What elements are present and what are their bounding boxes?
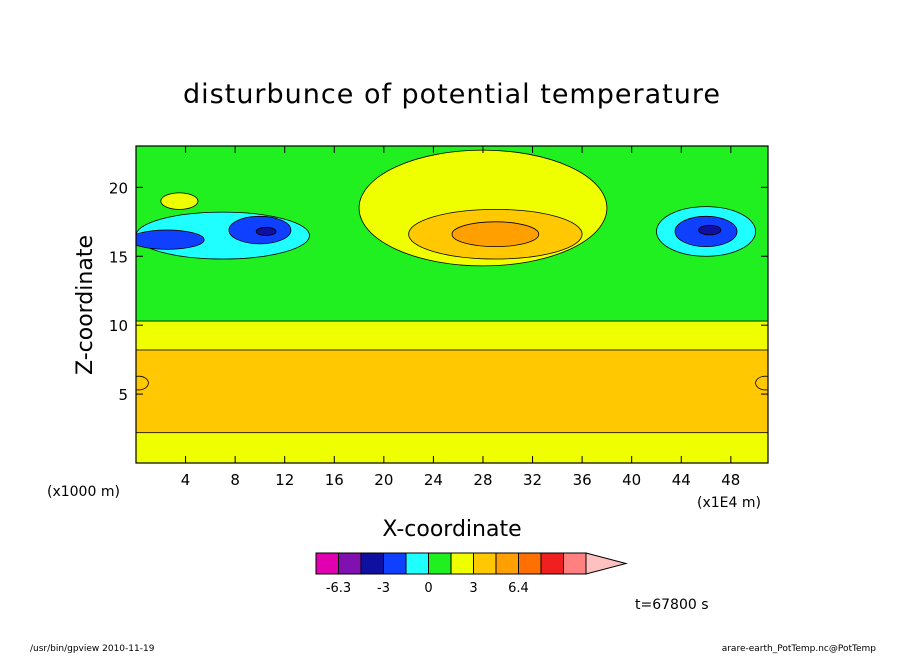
colorbar-label: -3	[377, 581, 390, 596]
contour-region-10	[255, 226, 277, 236]
x-tick-label: 8	[230, 471, 240, 489]
x-tick-label: 24	[424, 471, 443, 489]
y-tick-label: 15	[109, 248, 128, 266]
colorbar-swatch	[360, 552, 384, 575]
x-tick-label: 20	[374, 471, 393, 489]
colorbar-swatch	[383, 552, 407, 575]
contour-region-14	[136, 375, 149, 391]
footer-left: /usr/bin/gpview 2010-11-19	[30, 644, 155, 654]
colorbar-label: 6.4	[508, 581, 529, 596]
colorbar-swatch	[518, 552, 542, 575]
colorbar-swatch	[563, 552, 587, 575]
colorbar-swatch	[540, 552, 564, 575]
x-tick-label: 36	[573, 471, 592, 489]
chart-title: disturbunce of potential temperature	[183, 79, 721, 110]
x-tick-label: 28	[473, 471, 492, 489]
colorbar-swatch	[585, 552, 628, 575]
contour-region-15	[755, 375, 768, 391]
colorbar-swatch	[473, 552, 497, 575]
contour-region-13	[698, 224, 722, 236]
x-tick-label: 44	[672, 471, 691, 489]
y-axis-ticks: 5 10 15 20	[109, 179, 768, 404]
colorbar-label: -6.3	[326, 581, 351, 596]
colorbar-swatch	[428, 552, 452, 575]
colorbar-label: 3	[469, 581, 477, 596]
x-tick-label: 40	[622, 471, 641, 489]
x-axis-ticks: 4 8 12 16 20 24 28 32 36 40 44 48	[181, 146, 740, 489]
y-tick-label: 20	[109, 179, 128, 197]
x-tick-label: 48	[721, 471, 740, 489]
x-tick-label: 12	[275, 471, 294, 489]
contour-region-2	[136, 349, 768, 434]
x-tick-label: 16	[325, 471, 344, 489]
x-axis-label: X-coordinate	[382, 517, 521, 542]
x-tick-label: 32	[523, 471, 542, 489]
y-axis-label: Z-coordinate	[73, 235, 98, 375]
plot-frame	[135, 145, 769, 464]
contour-region-5	[451, 221, 540, 248]
x-unit-label: (x1E4 m)	[697, 495, 761, 511]
contour-region-6	[160, 192, 199, 210]
colorbar-swatch	[338, 552, 362, 575]
colorbar-label: 0	[424, 581, 432, 596]
time-label: t=67800 s	[635, 597, 709, 613]
footer-right: arare-earth_PotTemp.nc@PotTemp	[722, 644, 877, 654]
colorbar: -6.3 -3 0 3 6.4	[315, 552, 628, 596]
x-tick-label: 4	[181, 471, 191, 489]
colorbar-swatch	[450, 552, 474, 575]
contour-region-8	[136, 229, 205, 250]
colorbar-swatch	[495, 552, 519, 575]
y-tick-label: 10	[109, 317, 128, 335]
y-unit-label: (x1000 m)	[47, 484, 120, 500]
contour-field	[136, 146, 768, 463]
y-tick-label: 5	[118, 386, 128, 404]
colorbar-swatch	[405, 552, 429, 575]
colorbar-swatch	[315, 552, 339, 575]
